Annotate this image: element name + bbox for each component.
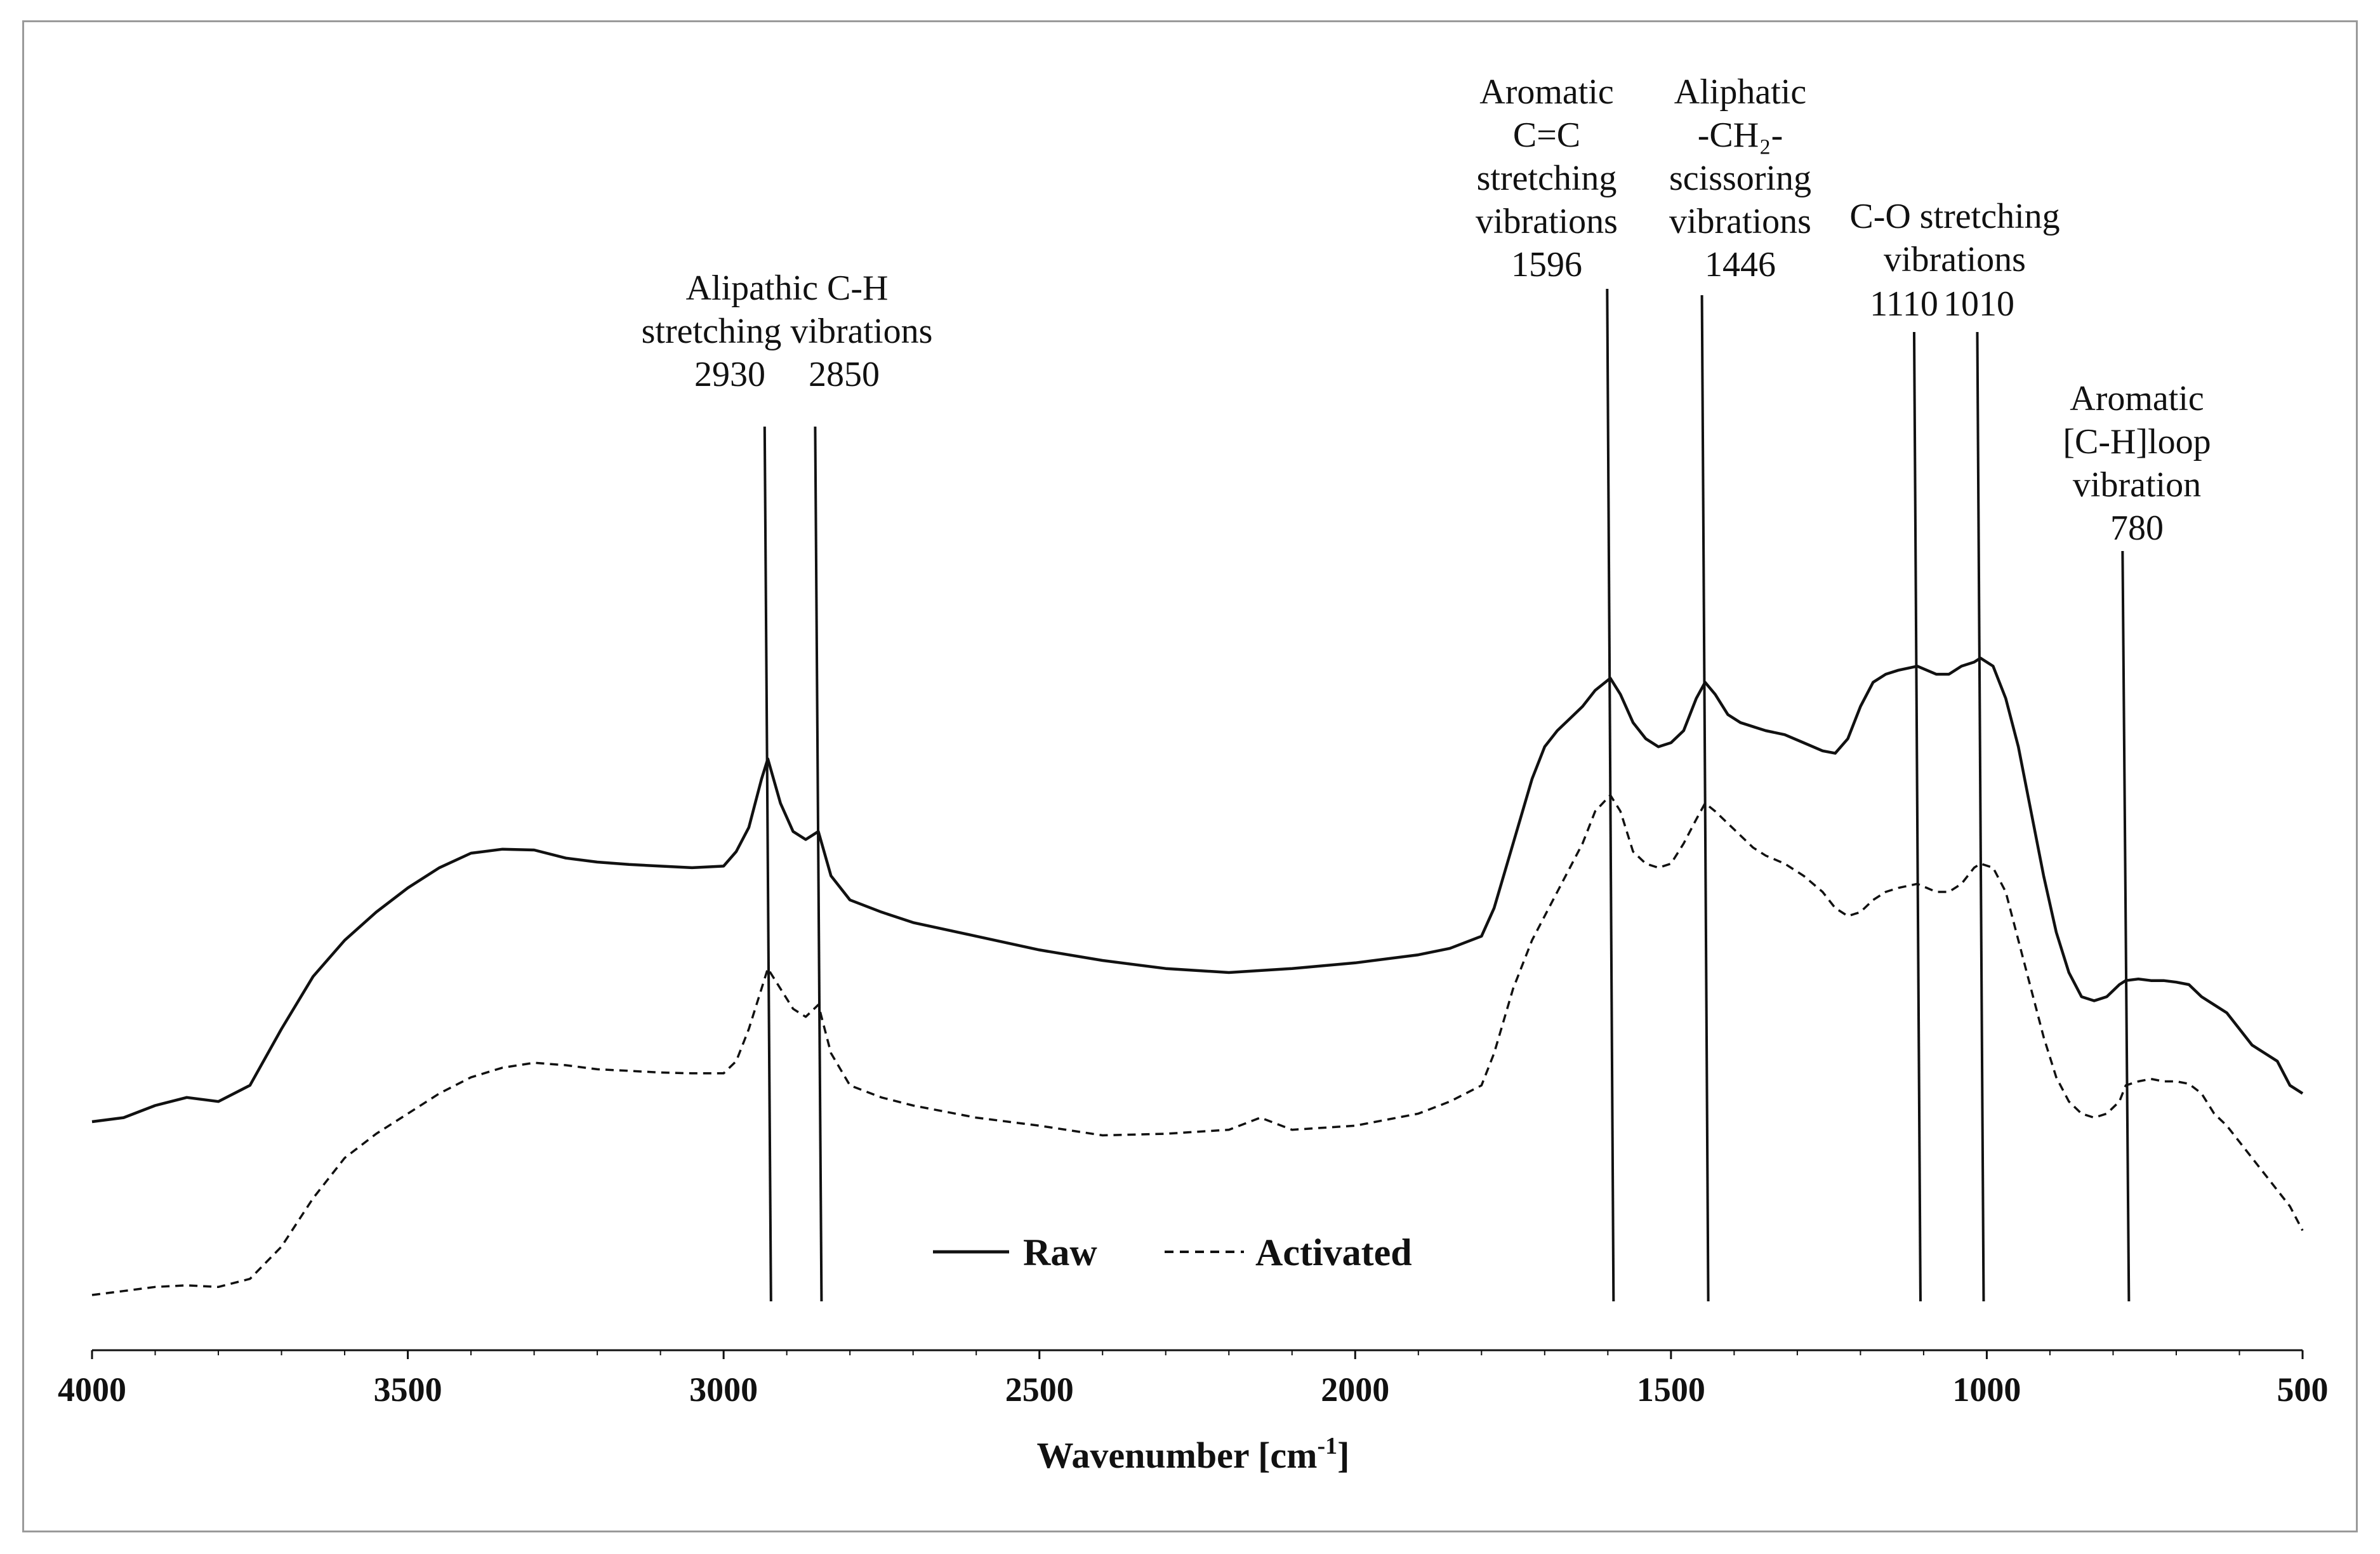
annotation-line: 1446	[1705, 245, 1776, 284]
annotation-line: vibration	[2073, 465, 2201, 505]
series-layer	[91, 656, 2304, 1296]
x-tick-label: 2500	[1005, 1371, 1074, 1409]
annotation-1110: 1110	[1870, 284, 1938, 324]
legend-activated-label: Activated	[1255, 1232, 1412, 1273]
annotation-line: scissoring	[1669, 159, 1811, 198]
peak-marker-1446	[1700, 295, 1710, 1302]
annotation-line: 2930	[694, 355, 765, 394]
annotation-label-layer: 2930 2850 Alipathic C-H stretching vibratio…	[642, 72, 2211, 548]
annotation-2890: Alipathic C-H stretching vibrations	[642, 269, 933, 351]
annotation-line: stretching vibrations	[642, 312, 933, 351]
x-axis: 4000 3500 3000 2500 2000 1500 1000 500	[58, 1349, 2329, 1409]
chart-frame	[22, 20, 2358, 1532]
x-tick-label: 1500	[1637, 1371, 1705, 1409]
annotation-line: vibrations	[1884, 240, 2026, 279]
x-tick-label: 2000	[1321, 1371, 1389, 1409]
annotation-line: -CH₂-	[1698, 116, 1783, 155]
series-line-raw	[91, 656, 2304, 1124]
annotation-2930: 2930	[694, 355, 765, 394]
annotation-line: [C-H]loop	[2063, 422, 2211, 462]
peak-marker-780	[2121, 550, 2131, 1302]
x-tick-label: 3000	[689, 1371, 758, 1409]
annotation-line: C=C	[1513, 116, 1580, 155]
x-tick-label: 3500	[374, 1371, 442, 1409]
legend: Raw Activated	[933, 1232, 1412, 1273]
annotation-line: Alipathic C-H	[686, 269, 889, 308]
annotation-line: vibrations	[1476, 202, 1618, 241]
annotation-line: 1110	[1870, 284, 1938, 324]
annotation-line: C-O stretching	[1849, 197, 2059, 236]
annotation-1446: Aliphatic -CH₂- scissoring vibrations 1446	[1669, 72, 1811, 284]
legend-raw-label: Raw	[1023, 1232, 1097, 1273]
annotation-1010: 1010	[1943, 284, 2014, 324]
annotation-line: stretching	[1477, 159, 1617, 198]
peak-marker-1596	[1606, 288, 1615, 1302]
x-tick-label: 500	[2277, 1371, 2329, 1409]
x-axis-title: Wavenumber [cm-1]	[1037, 1433, 1350, 1476]
annotation-line: 2850	[809, 355, 880, 394]
annotation-line: Aromatic	[2070, 379, 2204, 418]
annotation-780: Aromatic [C-H]loop vibration 780	[2063, 379, 2211, 548]
annotation-marker-layer	[763, 288, 2131, 1302]
peak-marker-2930	[763, 426, 772, 1302]
series-line-activated	[91, 794, 2304, 1296]
annotation-line: 780	[2110, 508, 2164, 548]
peak-marker-2850	[814, 426, 823, 1302]
peak-marker-1010	[1976, 331, 1985, 1302]
annotation-line: vibrations	[1669, 202, 1811, 241]
x-tick-label: 4000	[58, 1371, 126, 1409]
annotation-line: Aromatic	[1479, 72, 1613, 112]
annotation-line: Aliphatic	[1674, 72, 1806, 112]
peak-marker-1110	[1912, 331, 1922, 1302]
annotation-2850: 2850	[809, 355, 880, 394]
annotation-line: 1596	[1511, 245, 1582, 284]
annotation-1060: C-O stretching vibrations	[1849, 197, 2059, 279]
annotation-line: 1010	[1943, 284, 2014, 324]
annotation-1596: Aromatic C=C stretching vibrations 1596	[1476, 72, 1618, 284]
x-tick-label: 1000	[1952, 1371, 2021, 1409]
